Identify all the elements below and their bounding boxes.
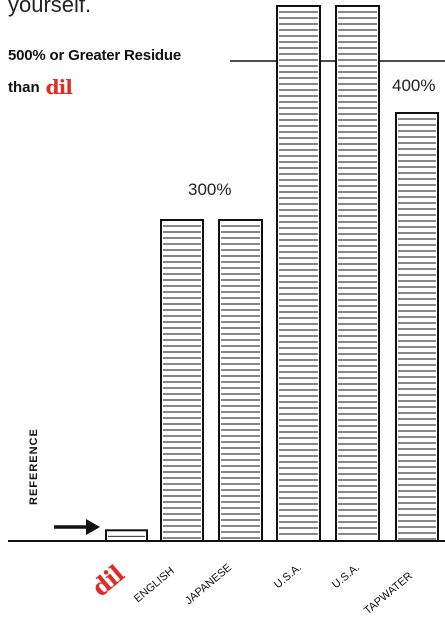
- bar-2: [218, 219, 263, 542]
- bar-4: [335, 5, 380, 542]
- bar-1: [160, 219, 204, 542]
- reference-arrow-head: [86, 519, 100, 535]
- threshold-logo: dil: [45, 75, 73, 99]
- annotation-300: 300%: [188, 180, 232, 199]
- bar-3: [276, 5, 321, 542]
- threshold-label: 500% or Greater Residue: [8, 47, 181, 64]
- annotation-400: 400%: [392, 76, 436, 95]
- reference-label: REFERENCE: [28, 428, 40, 505]
- threshold-than-text: than: [8, 78, 40, 96]
- bar-0: [105, 529, 148, 542]
- intro-text: yourself.: [8, 0, 92, 17]
- threshold-than-row: than dil: [8, 75, 73, 99]
- bar-5: [395, 112, 439, 542]
